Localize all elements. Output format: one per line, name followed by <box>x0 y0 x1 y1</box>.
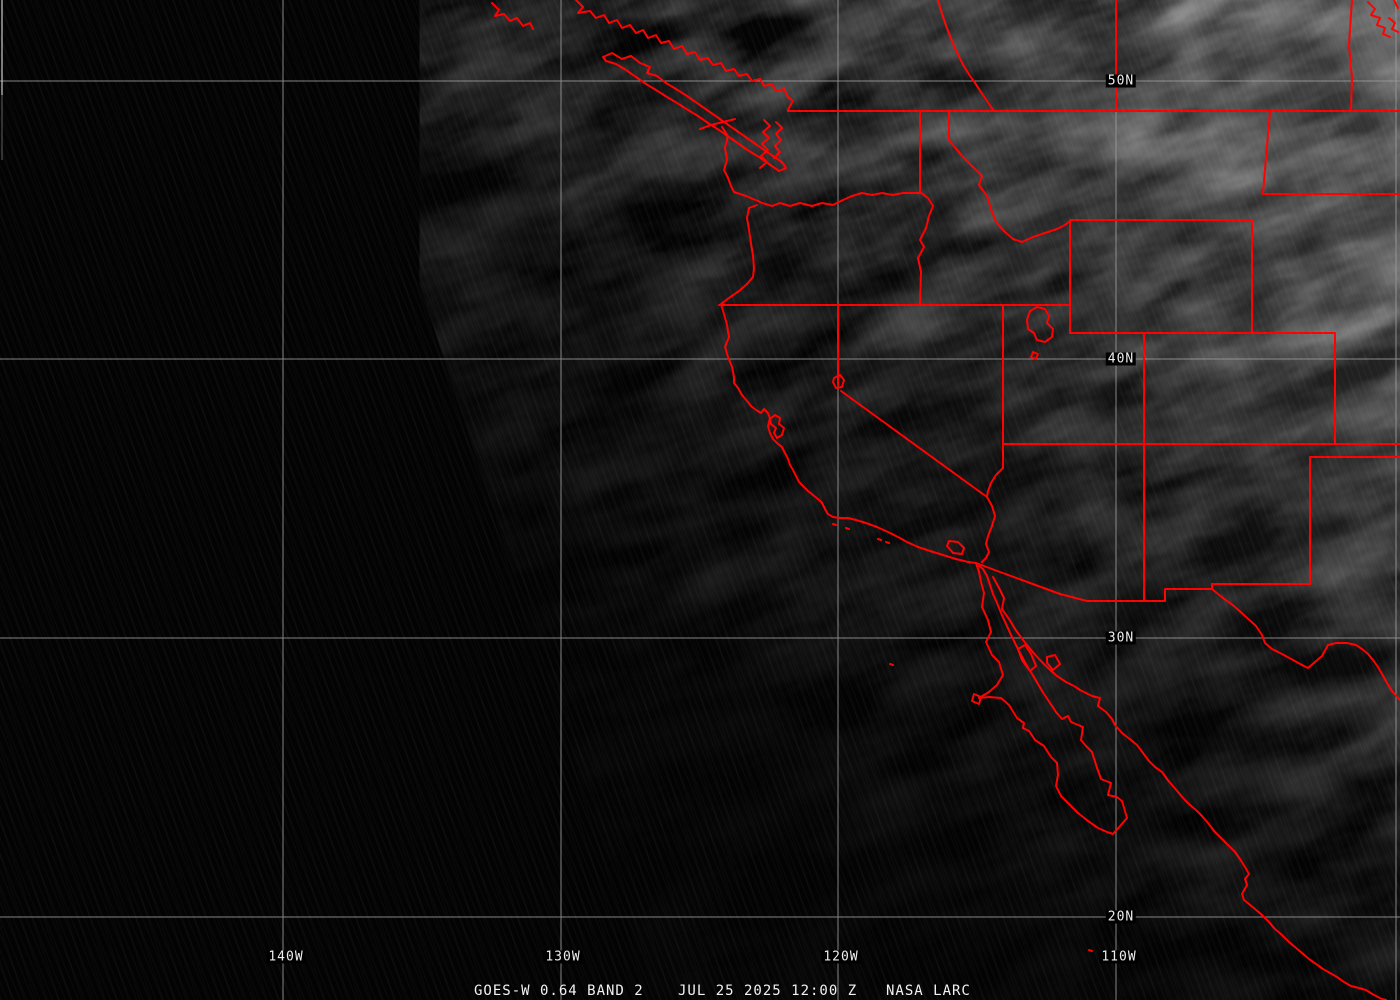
image-caption: GOES-W 0.64 BAND 2 JUL 25 2025 12:00 Z N… <box>0 984 1400 1000</box>
lat-label-50n: 50N <box>1105 73 1137 89</box>
strait-juan-de-fuca <box>699 118 736 130</box>
lat-label-20n: 20N <box>1105 909 1137 925</box>
caption-credit: NASA LARC <box>886 983 971 999</box>
coast-bc-islands <box>491 2 534 30</box>
puget-sound <box>759 119 783 169</box>
caption-instrument: GOES-W 0.64 BAND 2 <box>474 983 644 999</box>
border-us-mexico-west <box>975 562 1213 602</box>
border-mt-nd <box>1262 110 1271 194</box>
coast-pacific-us <box>720 126 977 564</box>
border-or-id-snake-river <box>917 191 934 306</box>
coast-mexico-mainland <box>992 576 1387 1000</box>
baja-california-peninsula <box>975 562 1128 835</box>
salton-sea <box>946 540 965 555</box>
lon-label-120w: 120W <box>821 949 861 965</box>
border-id-mt <box>948 110 1071 243</box>
channel-islands-dots <box>832 523 1093 952</box>
manitoba-lakes <box>1367 0 1399 38</box>
border-rio-grande <box>1211 588 1400 701</box>
border-saskatchewan-manitoba <box>1348 0 1353 111</box>
border-bc-alberta <box>937 0 994 111</box>
border-colorado-river <box>981 443 1004 563</box>
border-wa-or-columbia-river <box>761 192 921 207</box>
lat-label-30n: 30N <box>1105 630 1137 646</box>
lake-tahoe <box>832 374 845 389</box>
caption-timestamp: JUL 25 2025 12:00 Z <box>678 983 858 999</box>
map-overlay-layer <box>491 0 1400 1000</box>
lon-label-110w: 110W <box>1099 949 1139 965</box>
coast-bc-mainland-fjords <box>575 0 794 111</box>
lat-label-40n: 40N <box>1105 351 1137 367</box>
great-salt-lake <box>1026 306 1054 343</box>
vancouver-island <box>602 52 787 172</box>
lon-label-140w: 140W <box>266 949 306 965</box>
cloud-layer <box>535 0 1400 991</box>
gulf-of-california-islands <box>971 644 1061 705</box>
san-francisco-bay <box>769 414 785 439</box>
lon-label-130w: 130W <box>543 949 583 965</box>
utah-lake <box>1030 351 1039 360</box>
border-ca-nv-diagonal <box>840 390 988 498</box>
